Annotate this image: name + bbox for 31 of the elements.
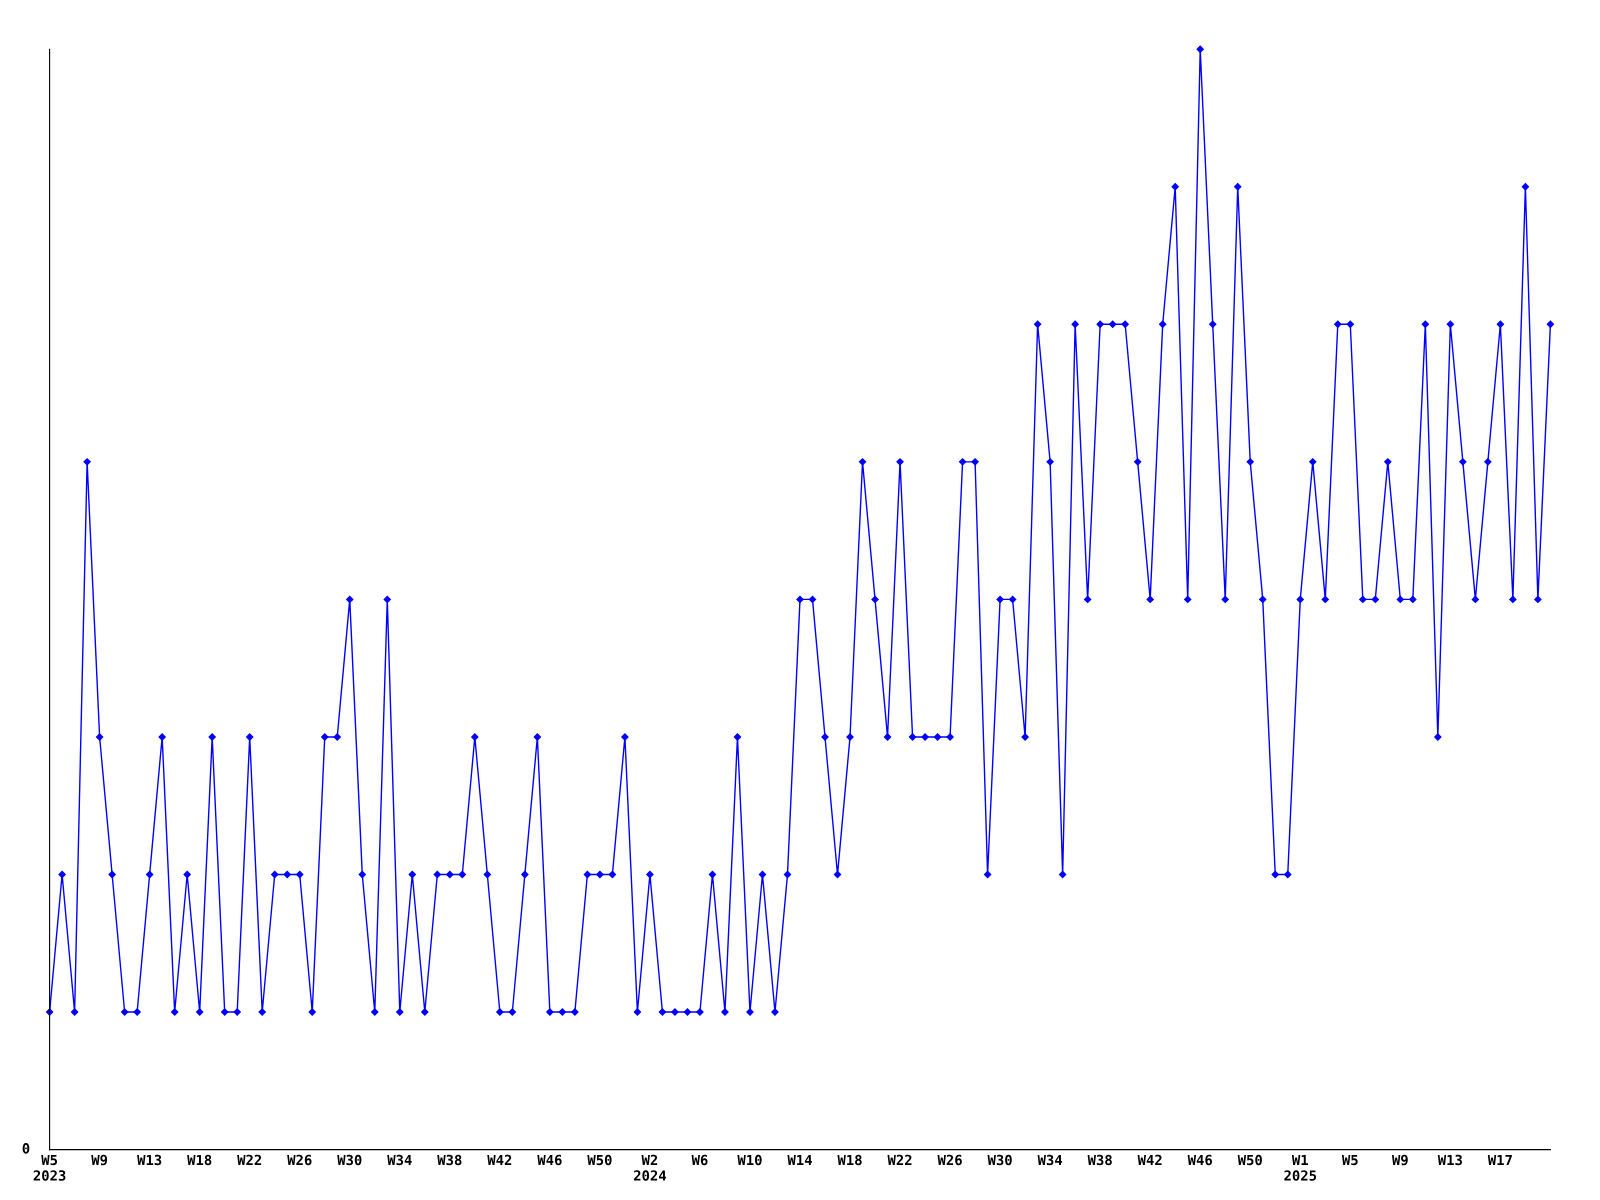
x-tick-label: W14 <box>787 1154 812 1166</box>
x-tick-label: W6 <box>691 1154 708 1166</box>
text: 0 <box>22 1143 30 1154</box>
x-tick-label: W46 <box>537 1154 562 1166</box>
x-tick-label: W18 <box>187 1154 212 1166</box>
x-tick-label: W34 <box>1037 1154 1063 1166</box>
x-tick-label: W42 <box>1137 1154 1162 1166</box>
x-tick-label: W2 2024 <box>633 1154 667 1181</box>
x-tick-label: W13 <box>137 1154 162 1166</box>
x-tick-label: W22 <box>887 1154 912 1166</box>
x-tick-label: W1 2025 <box>1284 1154 1317 1181</box>
x-tick-label: W17 <box>1487 1154 1512 1166</box>
x-tick-label: W38 <box>437 1154 462 1166</box>
x-tick-label: W5 2023 <box>33 1154 66 1181</box>
x-tick-label: W30 <box>987 1154 1012 1166</box>
x-tick-label: W10 <box>737 1154 762 1166</box>
x-tick-label: W46 <box>1187 1154 1212 1166</box>
x-tick-label: W38 <box>1087 1154 1112 1166</box>
x-tick-label: W9 <box>91 1154 108 1166</box>
x-tick-label: W26 <box>287 1154 312 1166</box>
x-tick-label: W22 <box>237 1154 262 1166</box>
x-tick-label: W50 <box>587 1154 612 1166</box>
x-tick-label: W50 <box>1237 1154 1262 1166</box>
x-tick-label: W34 <box>387 1154 412 1166</box>
x-tick-label: W5 <box>1341 1154 1358 1166</box>
x-tick-label: W9 <box>1391 1154 1408 1166</box>
x-tick-label: W42 <box>487 1154 512 1166</box>
x-tick-label: W13 <box>1437 1154 1462 1166</box>
x-tick-label: W30 <box>337 1154 362 1166</box>
x-tick-label: W18 <box>837 1154 862 1166</box>
x-tick-label: W26 <box>937 1154 962 1166</box>
